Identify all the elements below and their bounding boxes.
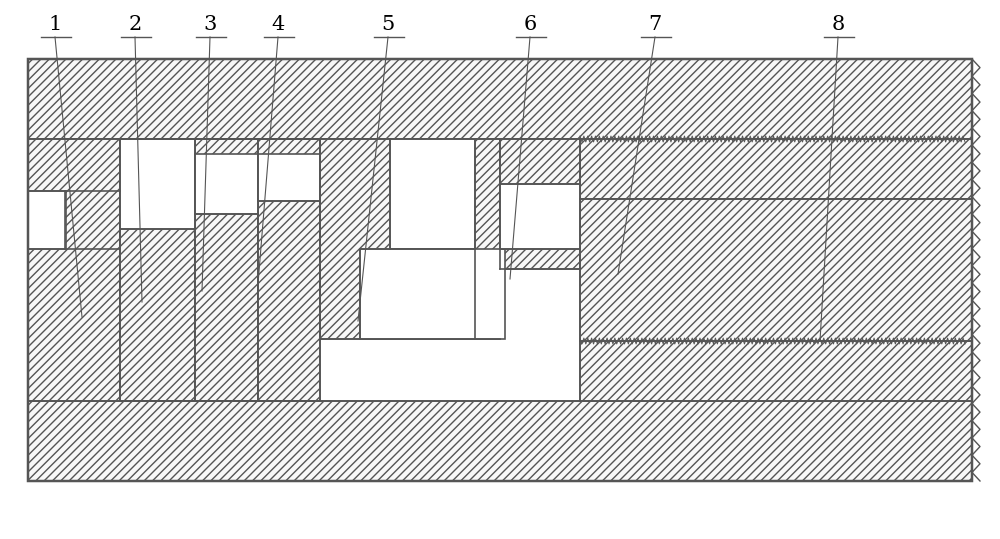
Text: 1: 1 bbox=[48, 15, 62, 34]
Text: 5: 5 bbox=[381, 15, 395, 34]
Bar bbox=[28, 139, 120, 401]
Bar bbox=[120, 139, 195, 401]
Text: 4: 4 bbox=[271, 15, 285, 34]
Bar bbox=[258, 139, 320, 401]
Bar bbox=[500, 139, 580, 269]
Text: 3: 3 bbox=[203, 15, 217, 34]
Bar bbox=[580, 341, 972, 401]
Bar bbox=[580, 199, 972, 341]
Bar bbox=[28, 59, 972, 139]
Bar bbox=[390, 139, 475, 249]
Bar bbox=[580, 139, 972, 199]
Bar bbox=[28, 191, 66, 249]
Bar bbox=[360, 249, 505, 339]
Bar bbox=[195, 139, 258, 401]
Text: 6: 6 bbox=[523, 15, 537, 34]
Bar bbox=[258, 154, 320, 201]
Bar bbox=[500, 159, 580, 249]
Text: 7: 7 bbox=[648, 15, 662, 34]
Bar bbox=[120, 139, 195, 229]
Text: 2: 2 bbox=[128, 15, 142, 34]
Bar bbox=[28, 401, 972, 481]
Bar bbox=[320, 139, 500, 339]
Text: 8: 8 bbox=[831, 15, 845, 34]
Bar bbox=[195, 154, 258, 214]
Bar bbox=[500, 139, 580, 184]
